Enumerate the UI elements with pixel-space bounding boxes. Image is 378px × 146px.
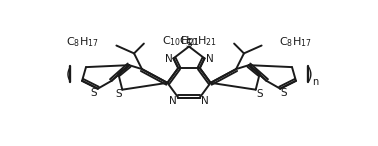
Text: $\mathregular{C_8H_{17}}$: $\mathregular{C_8H_{17}}$ <box>66 36 99 49</box>
Text: S: S <box>186 39 192 49</box>
Text: (: ( <box>65 66 71 81</box>
Text: N: N <box>165 54 172 64</box>
Text: S: S <box>256 89 263 99</box>
Text: S: S <box>281 88 287 98</box>
Text: N: N <box>206 54 213 64</box>
Text: N: N <box>169 97 177 106</box>
Text: n: n <box>313 77 319 87</box>
Text: $\mathregular{C_8H_{17}}$: $\mathregular{C_8H_{17}}$ <box>279 36 312 49</box>
Text: S: S <box>115 89 122 99</box>
Text: N: N <box>201 97 209 106</box>
Text: S: S <box>91 88 97 98</box>
Text: $\mathregular{C_{10}H_{21}}$: $\mathregular{C_{10}H_{21}}$ <box>179 34 217 48</box>
Text: $\mathregular{C_{10}H_{21}}$: $\mathregular{C_{10}H_{21}}$ <box>161 34 199 48</box>
Text: ): ) <box>307 66 313 81</box>
